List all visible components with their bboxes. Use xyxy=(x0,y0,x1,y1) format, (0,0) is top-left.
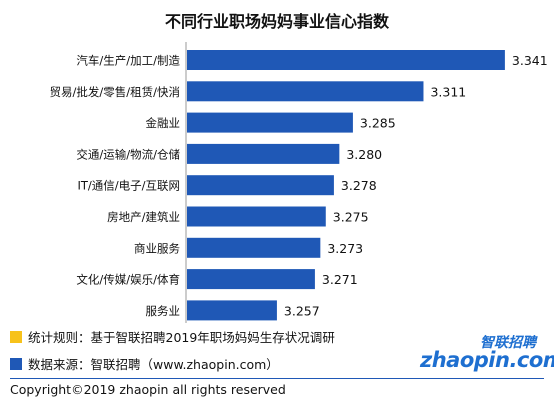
bar xyxy=(187,112,353,133)
category-label: 服务业 xyxy=(146,304,181,318)
data-label: 3.280 xyxy=(346,147,382,162)
bar-chart: 汽车/生产/加工/制造 3.341 贸易/批发/零售/租赁/快消 3.311 金融业 3.… xyxy=(50,42,548,323)
data-label: 3.257 xyxy=(284,303,320,318)
data-label: 3.341 xyxy=(512,53,548,68)
bar xyxy=(187,50,505,70)
bar xyxy=(187,269,315,290)
category-label: 房地产/建筑业 xyxy=(107,210,180,224)
yellow-square-icon xyxy=(10,330,22,343)
logo-cn: 智联招聘 xyxy=(480,335,536,351)
bar xyxy=(187,300,277,321)
category-label: IT/通信/电子/互联网 xyxy=(77,179,180,193)
bar xyxy=(187,175,334,196)
category-label: 商业服务 xyxy=(134,241,180,255)
category-label: 交通/运输/物流/仓储 xyxy=(76,147,180,161)
bar xyxy=(187,237,321,258)
footnote-rule-text: 统计规则：基于智联招聘2019年职场妈妈生存状况调研 xyxy=(28,330,335,345)
data-label: 3.275 xyxy=(333,210,369,225)
category-label: 汽车/生产/加工/制造 xyxy=(76,54,180,68)
bar xyxy=(187,206,326,227)
category-label: 贸易/批发/零售/租赁/快消 xyxy=(50,85,181,99)
data-label: 3.278 xyxy=(341,178,377,193)
category-label: 金融业 xyxy=(146,116,181,130)
logo-en: zhaopin.com xyxy=(420,348,554,372)
zhaopin-logo: 智联招聘 zhaopin.com xyxy=(420,332,554,380)
footnote-source-text: 数据来源：智联招聘（www.zhaopin.com） xyxy=(28,357,279,372)
bar xyxy=(187,143,340,164)
blue-square-icon xyxy=(10,357,22,370)
data-label: 3.311 xyxy=(430,84,466,99)
footnote-rule: 统计规则：基于智联招聘2019年职场妈妈生存状况调研 xyxy=(10,327,335,346)
category-label: 文化/传媒/娱乐/体育 xyxy=(76,273,180,287)
data-label: 3.271 xyxy=(322,272,358,287)
chart-title: 不同行业职场妈妈事业信心指数 xyxy=(164,12,389,31)
data-label: 3.273 xyxy=(327,241,363,256)
data-label: 3.285 xyxy=(360,116,396,131)
footnote-source: 数据来源：智联招聘（www.zhaopin.com） xyxy=(10,354,279,373)
copyright: Copyright©2019 zhaopin all rights reserv… xyxy=(10,378,544,397)
bar xyxy=(187,81,424,102)
